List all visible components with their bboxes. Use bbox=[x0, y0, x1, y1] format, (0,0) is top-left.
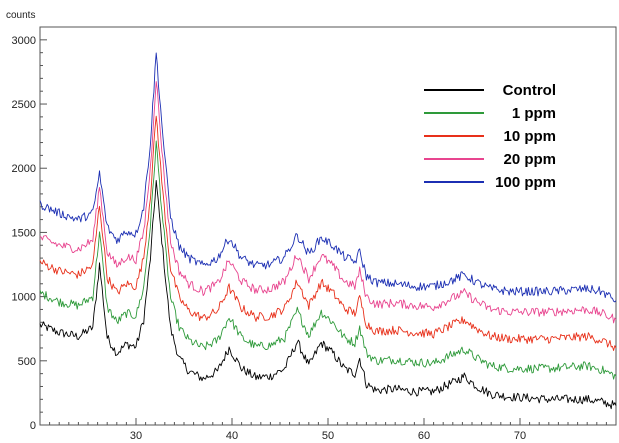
legend-label: 1 ppm bbox=[512, 105, 556, 122]
y-tick-label: 2500 bbox=[12, 99, 36, 111]
y-tick-label: 2000 bbox=[12, 163, 36, 175]
legend-label: 100 ppm bbox=[495, 174, 556, 191]
legend-label: 10 ppm bbox=[503, 128, 556, 145]
y-tick-label: 1000 bbox=[12, 292, 36, 304]
y-tick-label: 3000 bbox=[12, 35, 36, 47]
y-tick-label: 0 bbox=[30, 420, 36, 432]
legend-label: 20 ppm bbox=[503, 151, 556, 168]
series-line-3 bbox=[39, 81, 617, 324]
series-line-2 bbox=[39, 115, 617, 351]
legend-label: Control bbox=[503, 82, 556, 99]
x-axis-ticks: 30 40 50 60 70 bbox=[49, 418, 607, 442]
x-tick-label: 60 bbox=[418, 430, 430, 442]
series-line-4 bbox=[39, 52, 617, 303]
y-axis-ticks: 0 500 1000 1500 2000 2500 3000 bbox=[12, 26, 47, 432]
y-tick-label: 500 bbox=[18, 356, 36, 368]
series-lines bbox=[39, 52, 617, 410]
x-tick-label: 30 bbox=[130, 430, 142, 442]
y-tick-label: 1500 bbox=[12, 227, 36, 239]
series-line-1 bbox=[39, 140, 617, 380]
y-axis-label: counts bbox=[6, 10, 35, 21]
legend: Control 1 ppm 10 ppm 20 ppm 100 ppm bbox=[424, 82, 556, 191]
x-tick-label: 40 bbox=[226, 430, 238, 442]
x-tick-label: 70 bbox=[514, 430, 526, 442]
series-line-0 bbox=[39, 179, 617, 410]
x-tick-label: 50 bbox=[322, 430, 334, 442]
